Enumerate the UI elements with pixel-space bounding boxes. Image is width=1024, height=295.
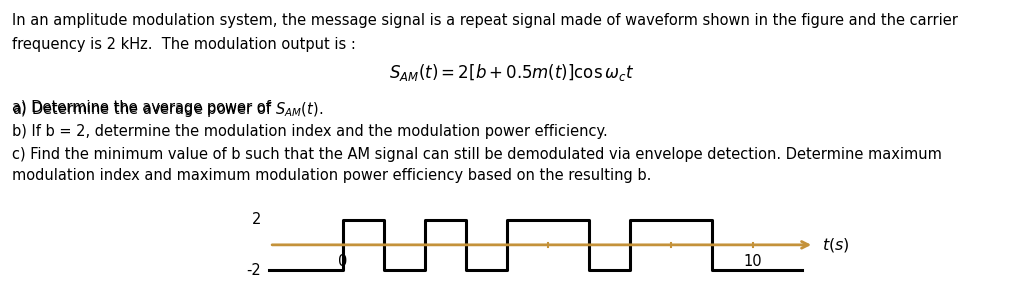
Text: In an amplitude modulation system, the message signal is a repeat signal made of: In an amplitude modulation system, the m… bbox=[12, 13, 958, 28]
Text: a) Determine the average power of: a) Determine the average power of bbox=[12, 100, 275, 115]
Text: 10: 10 bbox=[743, 254, 762, 269]
Text: b) If b = 2, determine the modulation index and the modulation power efficiency.: b) If b = 2, determine the modulation in… bbox=[12, 124, 608, 139]
Text: $S_{AM}(t)=2[b+0.5m(t)]\cos\omega_c t$: $S_{AM}(t)=2[b+0.5m(t)]\cos\omega_c t$ bbox=[389, 62, 635, 83]
Text: c) Find the minimum value of b such that the AM signal can still be demodulated : c) Find the minimum value of b such that… bbox=[12, 148, 942, 163]
Text: a) Determine the average power of $S_{AM}(t)$.: a) Determine the average power of $S_{AM… bbox=[12, 100, 324, 119]
Text: modulation index and maximum modulation power efficiency based on the resulting : modulation index and maximum modulation … bbox=[12, 168, 651, 183]
Text: 0: 0 bbox=[338, 254, 348, 269]
Text: $t(s)$: $t(s)$ bbox=[822, 236, 850, 254]
Text: -2: -2 bbox=[247, 263, 261, 278]
Text: 2: 2 bbox=[252, 212, 261, 227]
Text: frequency is 2 kHz.  The modulation output is :: frequency is 2 kHz. The modulation outpu… bbox=[12, 37, 356, 52]
